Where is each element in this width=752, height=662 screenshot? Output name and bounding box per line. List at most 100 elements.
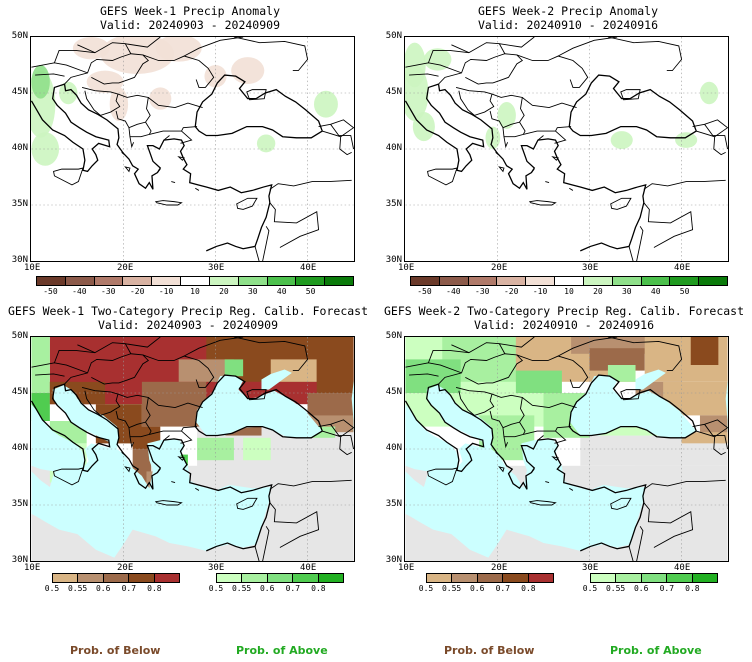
coastline — [63, 83, 273, 252]
country-border — [35, 373, 65, 377]
colorbar-tick-label: -50 — [43, 287, 58, 296]
country-border — [643, 179, 726, 190]
island-outline — [154, 500, 183, 506]
sea-area — [405, 385, 645, 558]
coastline — [194, 374, 324, 439]
lat-label: 45N — [385, 387, 402, 397]
country-border — [516, 354, 589, 388]
colorbar-swatch — [477, 574, 504, 582]
coastline — [31, 383, 111, 473]
island-outline — [545, 181, 550, 184]
island-outline — [498, 466, 505, 473]
panel3-title: GEFS Week-1 Two-Category Precip Reg. Cal… — [0, 304, 376, 332]
anomaly-region — [423, 48, 452, 71]
lat-label: 35N — [385, 199, 402, 209]
island-outline — [551, 456, 559, 461]
country-border — [409, 73, 439, 77]
country-border — [269, 479, 352, 490]
country-border — [163, 135, 170, 141]
colorbar-swatch — [526, 277, 556, 285]
island-outline — [427, 467, 458, 486]
anomaly-region — [31, 65, 50, 99]
country-border — [554, 130, 567, 144]
colorbar-swatch — [296, 277, 326, 285]
island-outline — [53, 467, 84, 486]
island-outline — [124, 166, 131, 173]
country-border — [339, 136, 352, 156]
colorbar-swatch — [591, 574, 617, 582]
country-border — [54, 350, 96, 363]
colorbar-swatch — [528, 574, 554, 582]
lon-label: 20E — [491, 563, 508, 573]
country-border — [148, 397, 203, 409]
coastline — [437, 383, 647, 552]
panel3-valid-text: Valid: 20240903 - 20240909 — [97, 318, 278, 332]
lon-label: 30E — [208, 563, 225, 573]
country-border — [115, 93, 151, 129]
lat-label: 30N — [385, 255, 402, 265]
prob-below-label: Prob. of Below — [444, 644, 535, 657]
island-outline — [246, 389, 267, 401]
country-border — [516, 54, 589, 88]
colorbar-tick-label: 0.7 — [121, 584, 137, 593]
country-border — [148, 97, 203, 109]
country-border — [318, 119, 354, 138]
country-border — [489, 393, 525, 429]
anomaly-region — [155, 37, 202, 62]
prob-above-ticks-1: 0.5 0.55 0.6 0.7 0.8 — [209, 584, 344, 594]
colorbar-tick-label: 0.5 — [44, 584, 60, 593]
colorbar-tick-label: 50 — [305, 287, 316, 296]
island-outline — [610, 497, 632, 510]
island-outline — [195, 187, 200, 191]
colorbar-tick-label: 0.55 — [231, 584, 252, 593]
colorbar-swatch — [94, 277, 124, 285]
probability-cell — [607, 365, 636, 382]
country-border — [129, 136, 135, 149]
colorbar-tick-label: 20 — [219, 287, 229, 296]
panel1-title: GEFS Week-1 Precip Anomaly Valid: 202409… — [40, 4, 340, 32]
colorbar-swatch — [154, 574, 180, 582]
colorbar-tick-label: -40 — [72, 287, 87, 296]
anomaly-region — [256, 134, 276, 153]
map-panel-3 — [30, 336, 355, 562]
colorbar-tick-label: -20 — [503, 287, 519, 296]
country-border — [451, 342, 500, 354]
country-border — [31, 62, 88, 74]
colorbar-swatch — [641, 277, 671, 285]
country-border — [180, 130, 193, 144]
island-outline — [551, 156, 559, 161]
coastline — [31, 83, 111, 173]
island-outline — [177, 156, 185, 161]
country-border — [502, 421, 526, 438]
lat-label: 35N — [11, 199, 28, 209]
coastline — [405, 83, 485, 173]
colorbar-tick-label: 0.8 — [147, 584, 162, 593]
country-border — [503, 136, 509, 149]
colorbar-swatch — [616, 574, 642, 582]
lon-label: 10E — [24, 563, 41, 573]
colorbar-swatch — [452, 574, 478, 582]
prob-above-label: Prob. of Above — [236, 644, 328, 657]
country-border — [428, 350, 470, 363]
sea-area — [195, 375, 323, 439]
probability-cell — [178, 359, 234, 382]
panel4-title: GEFS Week-2 Two-Category Precip Reg. Cal… — [376, 304, 752, 332]
lat-label: 45N — [385, 87, 402, 97]
country-border — [522, 97, 577, 109]
colorbar-tick-label: -50 — [417, 287, 432, 296]
anomaly-region — [31, 132, 60, 166]
country-border — [557, 337, 618, 357]
anomaly-region — [86, 70, 124, 93]
colorbar-tick-label: 10 — [190, 287, 200, 296]
country-border — [489, 93, 525, 129]
map-background — [31, 37, 354, 261]
colorbar-swatch — [411, 277, 440, 285]
country-border — [183, 337, 244, 357]
colorbar-tick-label: 0.7 — [659, 584, 675, 593]
colorbar-tick-label: 0.5 — [582, 584, 598, 593]
colorbar-tick-label: 0.7 — [285, 584, 301, 593]
country-border — [318, 419, 354, 438]
probability-cell — [243, 437, 271, 461]
colorbar-swatch — [641, 574, 668, 582]
lat-label: 30N — [11, 255, 28, 265]
